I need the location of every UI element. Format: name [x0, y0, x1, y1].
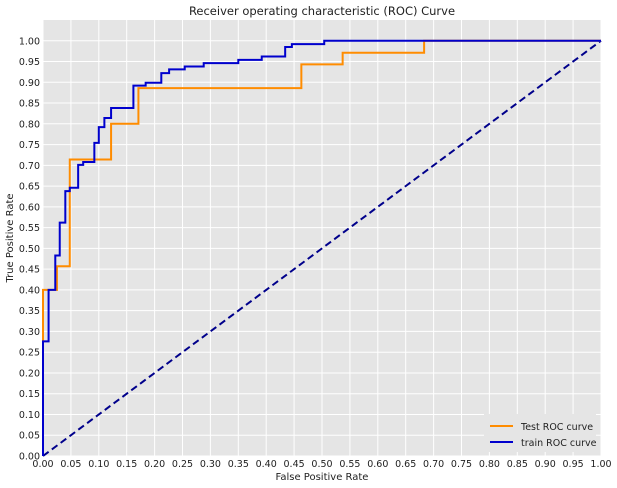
y-tick-label: 0.60: [19, 202, 40, 213]
y-axis-ticks: 0.00 0.05 0.10 0.15 0.20 0.25 0.30 0.35 0.40 0.45…: [19, 36, 40, 462]
legend-label-test: Test ROC curve: [520, 422, 593, 433]
x-tick-label: 0.60: [367, 459, 388, 470]
y-tick-label: 0.75: [19, 140, 40, 151]
x-tick-label: 0.65: [395, 459, 416, 470]
y-tick-label: 0.80: [19, 119, 40, 130]
x-tick-label: 0.85: [507, 459, 528, 470]
x-tick-label: 0.75: [451, 459, 472, 470]
grid-lines: [42, 20, 602, 457]
x-tick-label: 0.10: [88, 459, 109, 470]
y-tick-label: 0.45: [19, 265, 40, 276]
y-tick-label: 0.55: [19, 223, 40, 234]
x-tick-label: 0.90: [535, 459, 556, 470]
y-tick-label: 0.90: [19, 78, 40, 89]
y-tick-label: 0.00: [19, 452, 40, 463]
x-tick-label: 1.00: [590, 459, 611, 470]
y-tick-label: 0.10: [19, 410, 40, 421]
y-axis-label: True Positive Rate: [5, 193, 16, 283]
series-layer: [42, 39, 602, 457]
x-axis-label: False Positive Rate: [276, 472, 369, 483]
legend-label-train: train ROC curve: [521, 438, 597, 449]
y-tick-label: 0.25: [19, 348, 40, 359]
chart-title: Receiver operating characteristic (ROC) …: [189, 4, 455, 18]
y-tick-label: 0.85: [19, 99, 40, 110]
legend-box: [484, 414, 596, 452]
x-tick-label: 0.30: [200, 459, 221, 470]
y-tick-label: 0.20: [19, 368, 40, 379]
y-tick-label: 0.65: [19, 182, 40, 193]
y-tick-label: 0.30: [19, 327, 40, 338]
x-tick-label: 0.50: [311, 459, 332, 470]
x-tick-label: 0.00: [32, 459, 53, 470]
x-tick-label: 0.95: [563, 459, 584, 470]
x-tick-label: 0.45: [284, 459, 305, 470]
y-tick-label: 0.70: [19, 161, 40, 172]
y-tick-label: 0.40: [19, 285, 40, 296]
x-tick-label: 0.40: [256, 459, 277, 470]
x-tick-label: 0.25: [172, 459, 193, 470]
legend: Test ROC curve train ROC curve: [484, 414, 597, 452]
y-tick-label: 0.50: [19, 244, 40, 255]
y-tick-label: 1.00: [19, 36, 40, 47]
x-tick-label: 0.15: [116, 459, 137, 470]
x-tick-label: 0.20: [144, 459, 165, 470]
x-tick-label: 0.70: [423, 459, 444, 470]
x-tick-label: 0.35: [228, 459, 249, 470]
y-tick-label: 0.15: [19, 389, 40, 400]
x-axis-ticks: 0.00 0.05 0.10 0.15 0.20 0.25 0.30 0.35 0.40 0.45…: [32, 459, 611, 470]
x-tick-label: 0.55: [339, 459, 360, 470]
y-tick-label: 0.95: [19, 57, 40, 68]
x-tick-label: 0.05: [60, 459, 81, 470]
x-tick-label: 0.80: [479, 459, 500, 470]
y-tick-label: 0.05: [19, 431, 40, 442]
chance-diagonal-line: [42, 39, 602, 457]
y-tick-label: 0.35: [19, 306, 40, 317]
train-roc-line: [42, 39, 601, 456]
